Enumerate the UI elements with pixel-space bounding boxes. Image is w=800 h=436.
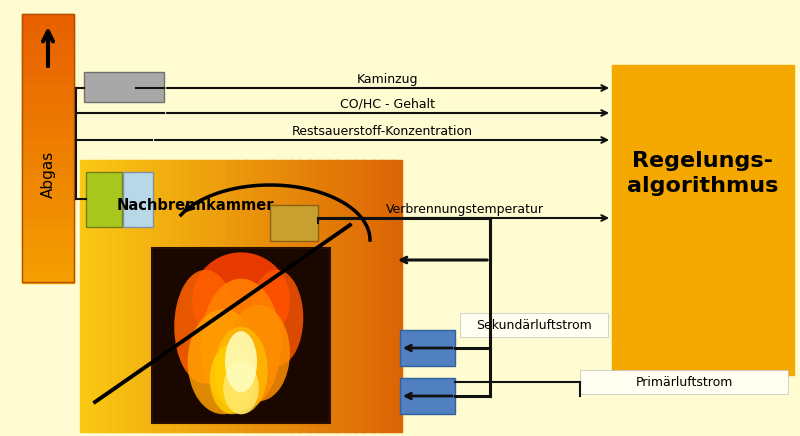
Bar [22, 121, 74, 131]
Bar [98, 160, 110, 432]
Bar [22, 201, 74, 211]
Ellipse shape [174, 270, 237, 384]
Bar [580, 370, 788, 394]
Bar [22, 246, 74, 256]
Bar [199, 160, 210, 432]
Bar [22, 59, 74, 68]
Bar [80, 160, 91, 432]
Bar [22, 77, 74, 86]
Text: Regelungs-
algorithmus: Regelungs- algorithmus [627, 151, 778, 196]
Bar [89, 160, 100, 432]
Bar [22, 95, 74, 104]
Bar [460, 313, 608, 337]
Bar [22, 255, 74, 265]
Bar [190, 160, 201, 432]
Bar [272, 160, 283, 432]
Text: Abgas: Abgas [41, 150, 55, 198]
Ellipse shape [223, 362, 259, 414]
Bar [123, 172, 153, 227]
Bar [22, 23, 74, 33]
Bar [299, 160, 310, 432]
Bar [22, 103, 74, 113]
Text: Primärluftstrom: Primärluftstrom [635, 375, 733, 388]
Bar [208, 160, 219, 432]
Bar [22, 184, 74, 194]
Bar [22, 273, 74, 283]
Ellipse shape [225, 331, 257, 392]
Bar [22, 219, 74, 229]
Bar [22, 85, 74, 95]
Bar [400, 378, 455, 414]
Text: Nachbrennkammer: Nachbrennkammer [116, 198, 274, 212]
Bar [217, 160, 228, 432]
Bar [22, 41, 74, 51]
Bar [22, 50, 74, 60]
Bar [290, 160, 302, 432]
Bar [263, 160, 274, 432]
Bar [612, 65, 794, 375]
Bar [162, 160, 174, 432]
Bar [226, 160, 238, 432]
Bar [373, 160, 384, 432]
Bar [171, 160, 182, 432]
Bar [152, 248, 330, 423]
Bar [107, 160, 118, 432]
Ellipse shape [192, 252, 290, 349]
Bar [22, 148, 74, 158]
Ellipse shape [214, 327, 268, 414]
Bar [22, 112, 74, 122]
Bar [245, 160, 256, 432]
Bar [22, 193, 74, 203]
Bar [309, 160, 320, 432]
Text: Sekundärluftstrom: Sekundärluftstrom [476, 319, 592, 331]
Bar [22, 264, 74, 274]
Bar [22, 175, 74, 185]
Bar [22, 237, 74, 247]
Bar [270, 205, 318, 241]
Bar [153, 160, 164, 432]
Bar [336, 160, 347, 432]
Text: Restsauerstoff-Konzentration: Restsauerstoff-Konzentration [291, 125, 473, 137]
Text: Verbrennungstemperatur: Verbrennungstemperatur [386, 202, 544, 215]
Bar [382, 160, 393, 432]
Bar [22, 157, 74, 167]
Bar [318, 160, 329, 432]
Bar [400, 330, 455, 366]
Bar [84, 72, 164, 102]
Ellipse shape [250, 270, 303, 366]
Bar [22, 211, 74, 221]
Bar [327, 160, 338, 432]
Bar [363, 160, 374, 432]
Text: CO/HC - Gehalt: CO/HC - Gehalt [341, 98, 435, 110]
Ellipse shape [187, 309, 259, 414]
Bar [22, 228, 74, 238]
Bar [345, 160, 356, 432]
Bar [235, 160, 246, 432]
Bar [281, 160, 292, 432]
Text: Kaminzug: Kaminzug [358, 72, 418, 85]
Bar [22, 166, 74, 176]
Bar [144, 160, 155, 432]
Bar [22, 32, 74, 42]
Bar [181, 160, 192, 432]
Bar [135, 160, 146, 432]
Bar [22, 14, 74, 24]
Bar [117, 160, 128, 432]
Bar [22, 68, 74, 78]
Bar [126, 160, 137, 432]
Ellipse shape [201, 279, 281, 410]
Bar [254, 160, 265, 432]
Bar [391, 160, 402, 432]
Bar [86, 172, 122, 227]
Ellipse shape [228, 305, 290, 401]
Bar [22, 130, 74, 140]
Bar [22, 14, 74, 282]
Bar [22, 139, 74, 149]
Bar [354, 160, 366, 432]
Ellipse shape [210, 344, 254, 414]
